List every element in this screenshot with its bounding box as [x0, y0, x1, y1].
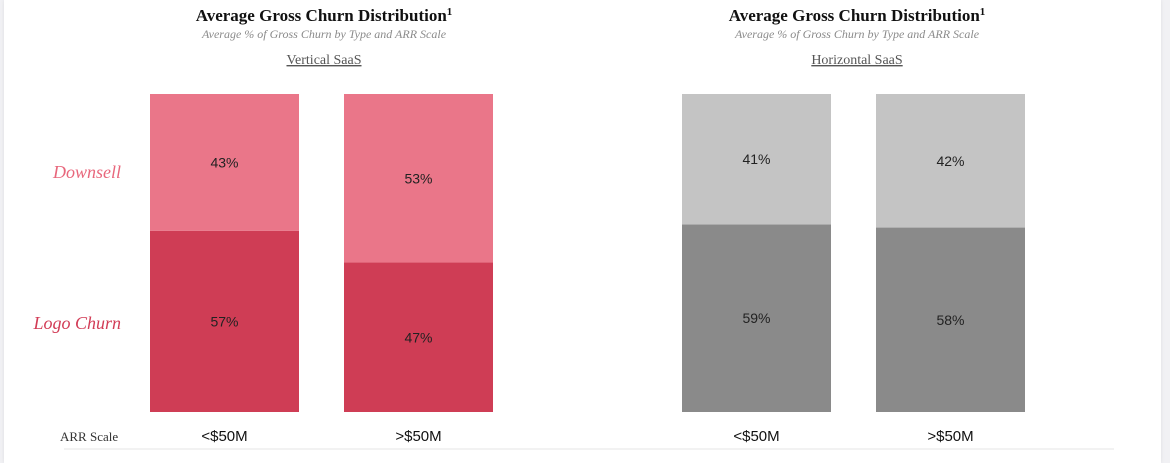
logo-churn-row-label: Logo Churn — [32, 313, 121, 333]
left-bar-1-logo-churn-value-label: 57% — [210, 313, 238, 329]
left-category-label-2: >$50M — [395, 428, 441, 445]
left-bar-2-downsell-value-label: 53% — [404, 170, 432, 186]
right-category-label-2: >$50M — [927, 428, 973, 445]
left-bar-2-logo-churn-value-label: 47% — [404, 329, 432, 345]
left-chart-subtitle: Average % of Gross Churn by Type and ARR… — [201, 27, 447, 41]
right-category-label-1: <$50M — [733, 428, 779, 445]
left-bar-1-logo-churn-segment — [150, 230, 299, 412]
left-bar-2-downsell-segment — [344, 94, 493, 263]
right-chart-title: Average Gross Churn Distribution1 — [729, 6, 986, 25]
right-bar-2-downsell-value-label: 42% — [936, 153, 964, 169]
right-bar-2-logo-churn-value-label: 58% — [936, 312, 964, 328]
left-group-label: Vertical SaaS — [286, 53, 361, 68]
left-chart-title: Average Gross Churn Distribution1 — [196, 6, 453, 25]
right-chart-subtitle: Average % of Gross Churn by Type and ARR… — [734, 27, 980, 41]
right-bar-2-downsell-segment — [876, 94, 1025, 228]
left-bar-1-downsell-segment — [150, 94, 299, 231]
right-bar-1-downsell-segment — [682, 94, 831, 225]
left-bar-1-downsell-value-label: 43% — [210, 154, 238, 170]
right-bar-1-logo-churn-value-label: 59% — [742, 310, 770, 326]
downsell-row-label: Downsell — [52, 162, 121, 182]
left-bar-2-logo-churn-segment — [344, 262, 493, 412]
chart-page: Average Gross Churn Distribution1 Averag… — [4, 0, 1161, 463]
bars-layer: 57% 43% <$50M 47% 53% >$50M 59% 41% <$50M 58% 42% >… — [150, 94, 1025, 445]
right-group-label: Horizontal SaaS — [811, 53, 902, 68]
right-bar-1-logo-churn-segment — [682, 224, 831, 412]
right-bar-2-logo-churn-segment — [876, 227, 1025, 412]
churn-distribution-chart: Average Gross Churn Distribution1 Averag… — [32, 6, 1114, 450]
left-category-label-1: <$50M — [201, 428, 247, 445]
x-axis-title: ARR Scale — [60, 429, 118, 444]
right-bar-1-downsell-value-label: 41% — [742, 151, 770, 167]
